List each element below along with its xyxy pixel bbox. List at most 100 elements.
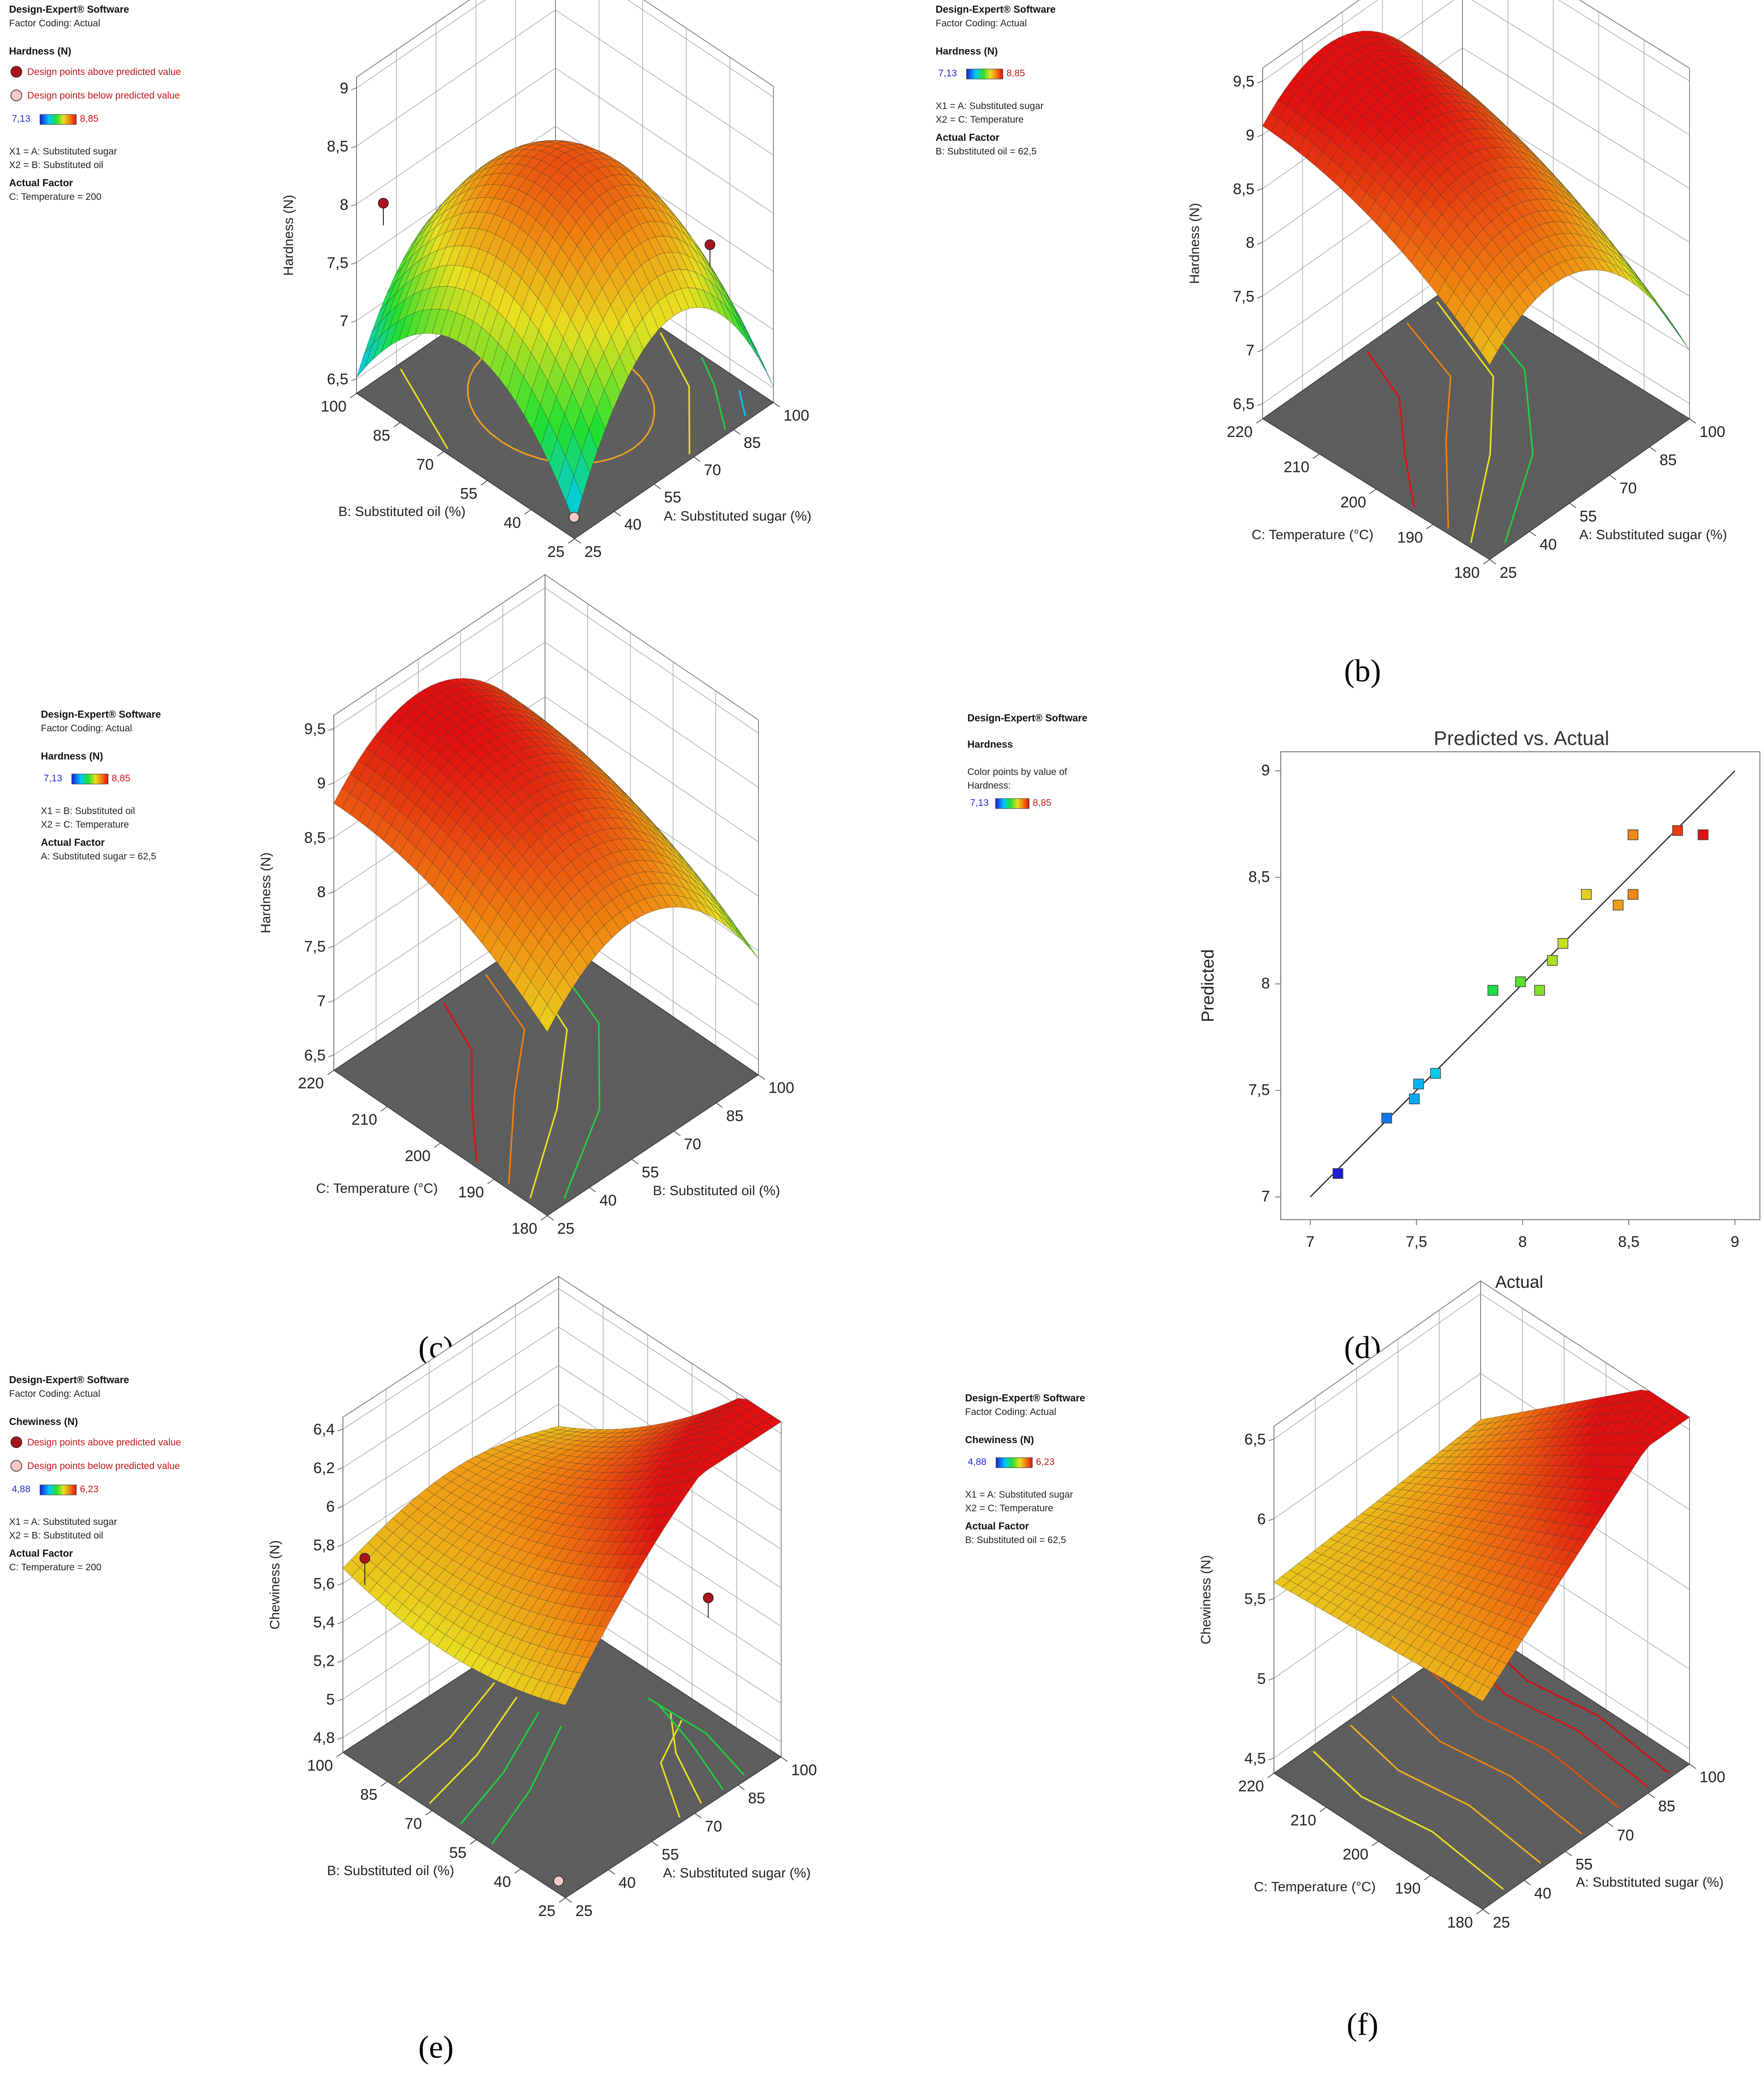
z-gridline <box>356 126 774 272</box>
x-tick-label: 7 <box>1306 1233 1315 1251</box>
z-tick-label: 5,5 <box>1244 1590 1266 1608</box>
data-point <box>1698 829 1709 840</box>
y-axis-label: B: Substituted oil (%) <box>338 504 466 519</box>
design-point <box>378 198 389 209</box>
z-gridline <box>356 0 774 98</box>
legend-software: Design-Expert® Software <box>965 1392 1085 1404</box>
x-tick-label: 70 <box>704 462 721 479</box>
data-point <box>1672 825 1683 836</box>
y-tick-label: 85 <box>360 1786 377 1803</box>
z-tick-mark <box>351 378 357 381</box>
y-tick-mark <box>381 1106 387 1112</box>
x-tick-label: 9 <box>1731 1233 1739 1251</box>
legend-fixed-factor: B: Substituted oil = 62,5 <box>936 146 1036 157</box>
data-point <box>1613 899 1624 911</box>
z-tick-label: 5,8 <box>313 1537 335 1554</box>
z-tick-mark <box>328 837 334 840</box>
z-tick-label: 9,5 <box>304 720 326 738</box>
y-axis-label: C: Temperature (°C) <box>1254 1880 1376 1895</box>
z-tick-mark <box>337 1621 343 1624</box>
legend-min: 4,88 <box>968 1457 986 1467</box>
y-tick-label: 180 <box>1454 564 1480 581</box>
color-scale <box>996 1457 1033 1468</box>
chart-title: Predicted vs. Actual <box>1434 727 1609 750</box>
legend-above: Design points above predicted value <box>27 67 181 77</box>
z-tick-label: 6,5 <box>327 371 348 388</box>
data-point <box>1627 829 1639 840</box>
y-tick-label: 70 <box>416 456 434 473</box>
legend-max: 6,23 <box>80 1484 99 1494</box>
z-tick-label: 6,2 <box>313 1459 335 1477</box>
design-point <box>703 1592 714 1603</box>
legend-x1: X1 = A: Substituted sugar <box>9 146 117 157</box>
y-tick-label: 190 <box>1395 1880 1421 1897</box>
z-tick-mark <box>328 782 334 785</box>
contour-line <box>1366 351 1415 508</box>
z-tick-label: 7 <box>317 993 326 1010</box>
below-marker-icon <box>10 89 22 101</box>
z-tick-label: 5,4 <box>313 1614 335 1631</box>
z-gridline <box>356 68 774 214</box>
panel-label: (b) <box>1344 654 1381 689</box>
panel-a: Design-Expert® Software Factor Coding: Ac… <box>9 0 812 689</box>
z-tick-label: 6,5 <box>304 1047 326 1064</box>
z-tick-mark <box>1257 242 1263 245</box>
x-tick-mark <box>1524 1880 1531 1886</box>
x-tick-mark <box>565 1897 572 1903</box>
data-point <box>1487 985 1498 996</box>
x-tick-mark <box>694 457 701 462</box>
z-tick-label: 6 <box>326 1498 335 1515</box>
x-tick-label: 40 <box>624 516 642 533</box>
color-scale <box>40 1484 77 1495</box>
y-tick-label: 100 <box>307 1757 333 1774</box>
x-axis-label: A: Substituted sugar (%) <box>1576 1875 1724 1890</box>
color-scale <box>71 774 109 784</box>
z-tick-label: 8,5 <box>327 138 348 155</box>
x-tick-label: 70 <box>684 1136 701 1153</box>
y-tick-mark <box>568 538 575 544</box>
z-tick-label: 5,2 <box>313 1652 335 1669</box>
z-tick-mark <box>337 1660 343 1663</box>
z-tick-mark <box>1257 134 1263 137</box>
x-tick-label: 8,5 <box>1618 1233 1640 1251</box>
y-tick-mark <box>1267 1772 1274 1778</box>
z-tick-mark <box>1268 1757 1274 1761</box>
x-tick-label: 85 <box>726 1107 743 1125</box>
x-axis-label: B: Substituted oil (%) <box>653 1183 780 1198</box>
y-tick-label: 190 <box>1397 529 1423 546</box>
z-tick-mark <box>328 891 334 894</box>
z-tick-label: 8 <box>340 196 348 213</box>
z-tick-label: 8 <box>317 884 326 901</box>
y-tick-label: 85 <box>373 427 390 444</box>
data-point <box>1581 889 1592 900</box>
data-point <box>1333 1168 1343 1179</box>
x-tick-mark <box>574 538 581 544</box>
y-tick-label: 55 <box>449 1844 466 1862</box>
y-tick-mark <box>1256 418 1263 424</box>
z-tick-label: 5 <box>326 1691 335 1708</box>
y-tick-mark <box>559 1897 566 1903</box>
z-tick-mark <box>337 1544 343 1547</box>
legend-actual-factor: Actual Factor <box>9 177 73 189</box>
response-surface <box>1262 30 1690 366</box>
legend-max: 8,85 <box>1006 68 1025 79</box>
x-tick-label: 85 <box>1660 452 1677 469</box>
z-tick-label: 7 <box>1246 342 1254 359</box>
x-tick-label: 85 <box>743 434 761 452</box>
legend-software: Design-Expert® Software <box>936 4 1055 15</box>
legend-x1: X1 = A: Substituted sugar <box>9 1517 117 1527</box>
x-tick-label: 70 <box>1617 1827 1634 1844</box>
panel-d-color-note-1: Color points by value of <box>967 767 1067 777</box>
z-gridline <box>1262 0 1690 82</box>
legend-fixed-factor: C: Temperature = 200 <box>9 1562 101 1573</box>
y-tick-mark <box>1424 1875 1431 1881</box>
x-axis-label: A: Substituted sugar (%) <box>1579 527 1727 542</box>
x-tick-mark <box>1529 531 1536 536</box>
panel-f: Design-Expert® Software Factor Coding: Ac… <box>965 1280 1725 2042</box>
y-tick-mark <box>1319 1807 1327 1812</box>
z-tick-mark <box>1257 296 1263 298</box>
above-marker-icon <box>10 1436 22 1448</box>
data-point <box>1534 985 1545 996</box>
x-axis-label: A: Substituted sugar (%) <box>663 1866 811 1881</box>
